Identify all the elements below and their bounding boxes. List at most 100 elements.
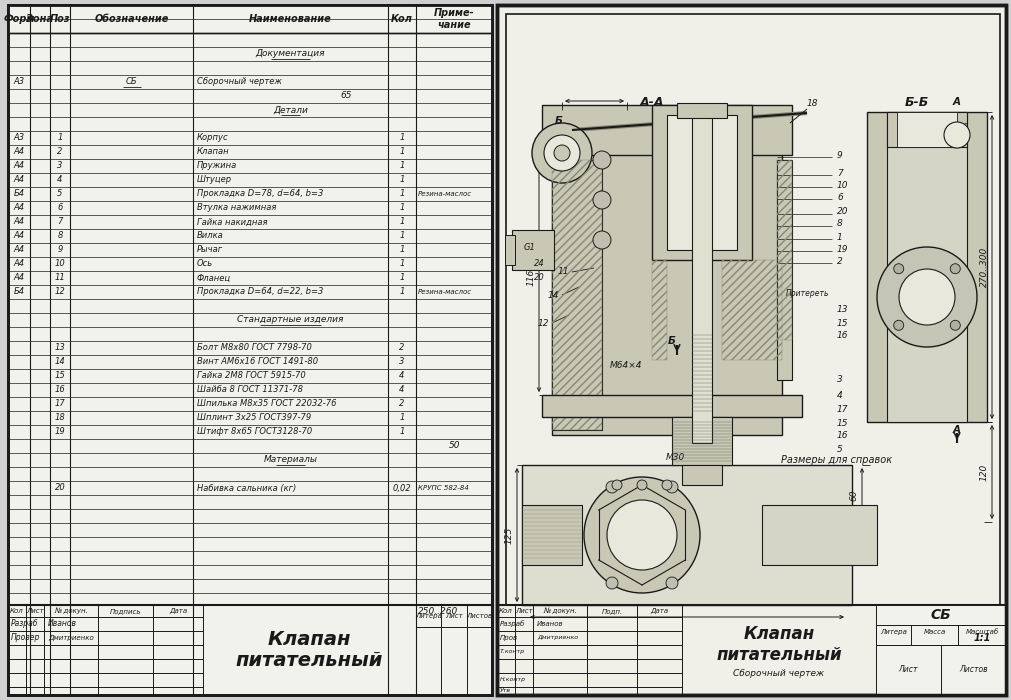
Text: 15: 15 [55, 372, 66, 381]
Text: Кол: Кол [391, 14, 412, 24]
Text: Детали: Детали [273, 106, 308, 115]
Bar [692, 113, 712, 443]
Text: Шпилька М8x35 ГОСТ 22032-76: Шпилька М8x35 ГОСТ 22032-76 [197, 400, 337, 409]
Text: Фланец: Фланец [197, 274, 232, 283]
Text: Клапан: Клапан [268, 630, 351, 649]
Circle shape [593, 191, 611, 209]
Text: Лист: Лист [445, 613, 463, 619]
Bar [762, 505, 877, 565]
Text: Зона: Зона [26, 14, 54, 24]
Text: Гайка накидная: Гайка накидная [197, 218, 268, 227]
Text: 3: 3 [399, 358, 404, 367]
Text: Б-Б: Б-Б [905, 95, 929, 108]
Text: Клапан: Клапан [743, 625, 815, 643]
Text: питательный: питательный [236, 651, 383, 671]
Circle shape [554, 145, 570, 161]
Bar [542, 395, 802, 417]
Text: Пружина: Пружина [197, 162, 238, 171]
Text: 15: 15 [837, 318, 848, 328]
Text: 24: 24 [534, 258, 545, 267]
Text: СБ: СБ [930, 608, 951, 622]
Text: Листов: Листов [466, 613, 492, 619]
Text: Н.контр: Н.контр [500, 678, 526, 682]
Text: Дата: Дата [169, 608, 187, 614]
Text: Сборочный чертеж: Сборочный чертеж [197, 78, 282, 87]
Text: 7: 7 [837, 169, 843, 178]
Text: Лист: Лист [516, 608, 533, 614]
Text: 1: 1 [58, 134, 63, 143]
Text: Втулка нажимная: Втулка нажимная [197, 204, 276, 213]
Circle shape [593, 231, 611, 249]
Text: А4: А4 [13, 246, 24, 255]
Text: 6: 6 [58, 204, 63, 213]
Text: 0,02: 0,02 [392, 484, 411, 493]
Text: А4: А4 [13, 204, 24, 213]
Text: Дмитриенко: Дмитриенко [48, 635, 94, 641]
Text: Гайка 2М8 ГОСТ 5915-70: Гайка 2М8 ГОСТ 5915-70 [197, 372, 305, 381]
Bar [652, 105, 752, 260]
Text: Разраб: Разраб [11, 620, 38, 629]
Text: Шплинт 3x25 ГОСТ397-79: Шплинт 3x25 ГОСТ397-79 [197, 414, 311, 423]
Bar [652, 260, 667, 360]
Text: Обозначение: Обозначение [94, 14, 169, 24]
Text: 4: 4 [58, 176, 63, 185]
Text: Болт М8x80 ГОСТ 7798-70: Болт М8x80 ГОСТ 7798-70 [197, 344, 311, 353]
Text: Иванов: Иванов [537, 621, 563, 627]
Text: 3: 3 [58, 162, 63, 171]
Text: Рычаг: Рычаг [197, 246, 223, 255]
Text: Документация: Документация [256, 50, 326, 59]
Text: Разраб: Разраб [500, 621, 526, 627]
Text: 65: 65 [341, 90, 352, 99]
Text: 6: 6 [837, 193, 843, 202]
Text: 13: 13 [837, 305, 848, 314]
Circle shape [899, 269, 955, 325]
Text: G1: G1 [524, 242, 536, 251]
Text: Подп.: Подп. [602, 608, 623, 614]
Text: Поз: Поз [50, 14, 70, 24]
Bar [876, 645, 1006, 695]
Text: 125: 125 [504, 526, 514, 544]
Text: Резина-маслос: Резина-маслос [418, 191, 472, 197]
Bar [887, 112, 967, 147]
Text: 1: 1 [399, 274, 404, 283]
Bar [522, 505, 582, 565]
Circle shape [584, 477, 700, 593]
Text: 120: 120 [980, 463, 989, 481]
Bar [506, 235, 515, 265]
Text: Пров: Пров [500, 635, 518, 641]
Text: 18: 18 [55, 414, 66, 423]
Bar [552, 110, 782, 435]
Text: Литера: Литера [880, 629, 907, 635]
Text: 9: 9 [837, 150, 843, 160]
Text: А4: А4 [13, 232, 24, 241]
Text: Стандартные изделия: Стандартные изделия [238, 316, 344, 325]
Text: 1: 1 [399, 190, 404, 199]
Text: φ20: φ20 [952, 122, 970, 132]
Text: Материалы: Материалы [264, 456, 317, 465]
Circle shape [950, 321, 960, 330]
Text: М64×4: М64×4 [610, 360, 643, 370]
Text: Шайба 8 ГОСТ 11371-78: Шайба 8 ГОСТ 11371-78 [197, 386, 303, 395]
Text: 10: 10 [55, 260, 66, 269]
Bar [777, 160, 792, 380]
Text: СБ: СБ [125, 78, 137, 87]
Text: 19: 19 [55, 428, 66, 437]
Text: 20: 20 [534, 272, 545, 281]
Circle shape [877, 247, 977, 347]
Bar [542, 105, 792, 155]
Text: Подпись: Подпись [110, 608, 142, 614]
Bar [8, 5, 492, 33]
Text: Прокладка D=78, d=64, b=3: Прокладка D=78, d=64, b=3 [197, 190, 324, 199]
Bar [552, 160, 602, 430]
Circle shape [612, 480, 622, 490]
Text: Штифт 8x65 ГОСТ3128-70: Штифт 8x65 ГОСТ3128-70 [197, 428, 312, 437]
Bar [887, 112, 967, 422]
Text: 1:1: 1:1 [974, 633, 991, 643]
Text: Размеры для справок: Размеры для справок [780, 455, 892, 465]
Text: Утв: Утв [500, 689, 511, 694]
Bar [667, 115, 737, 250]
Text: 18: 18 [806, 99, 818, 108]
Text: 60: 60 [849, 489, 858, 500]
Text: Лист: Лист [26, 608, 43, 614]
Text: 5: 5 [58, 190, 63, 199]
